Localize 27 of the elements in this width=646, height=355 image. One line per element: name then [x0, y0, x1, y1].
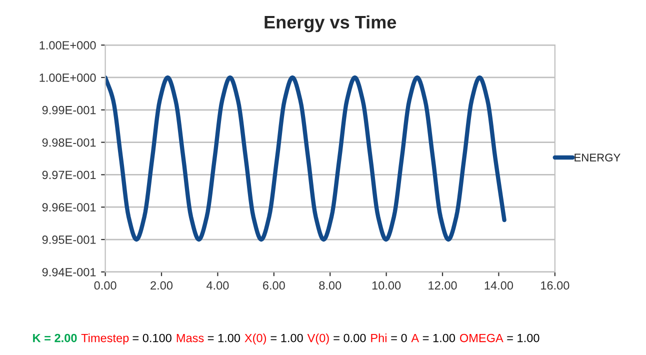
y-tick-label: 9.94E-001 — [42, 268, 96, 276]
x-tick-label: 2.00 — [150, 281, 173, 290]
text: Timestep = 0.100 — [81, 334, 172, 345]
y-tick-label: 9.96E-001 — [42, 203, 96, 212]
x-tick-label: 4.00 — [206, 281, 229, 290]
legend-label: ENERGY — [574, 154, 620, 162]
y-tick-label: 9.97E-001 — [42, 170, 96, 180]
y-tick-label: 9.98E-001 — [42, 138, 96, 147]
text: K = 2.00 — [33, 334, 77, 342]
y-tick-label: 9.95E-001 — [42, 236, 96, 244]
x-tick-label: 6.00 — [263, 281, 285, 290]
text: Mass = 1.00 — [176, 334, 240, 342]
text: V(0) = 0.00 — [307, 334, 366, 345]
x-tick-label: 0.00 — [94, 281, 116, 290]
x-tick-label: 10.00 — [372, 281, 401, 290]
y-tick-label: 9.99E-001 — [42, 106, 96, 114]
chart-title: Energy vs Time — [264, 15, 396, 32]
x-tick-label: 14.00 — [484, 281, 514, 290]
text: OMEGA = 1.00 — [460, 334, 540, 342]
text: X(0) = 1.00 — [244, 334, 303, 345]
text: Phi = 0 — [371, 334, 407, 342]
y-tick-label: 1.00E+000 — [40, 74, 96, 82]
x-tick-label: 16.00 — [541, 281, 570, 290]
text: A = 1.00 — [411, 334, 456, 342]
y-tick-label: 1.00E+000 — [40, 41, 96, 50]
x-tick-label: 8.00 — [319, 281, 342, 290]
x-tick-label: 12.00 — [428, 281, 457, 290]
